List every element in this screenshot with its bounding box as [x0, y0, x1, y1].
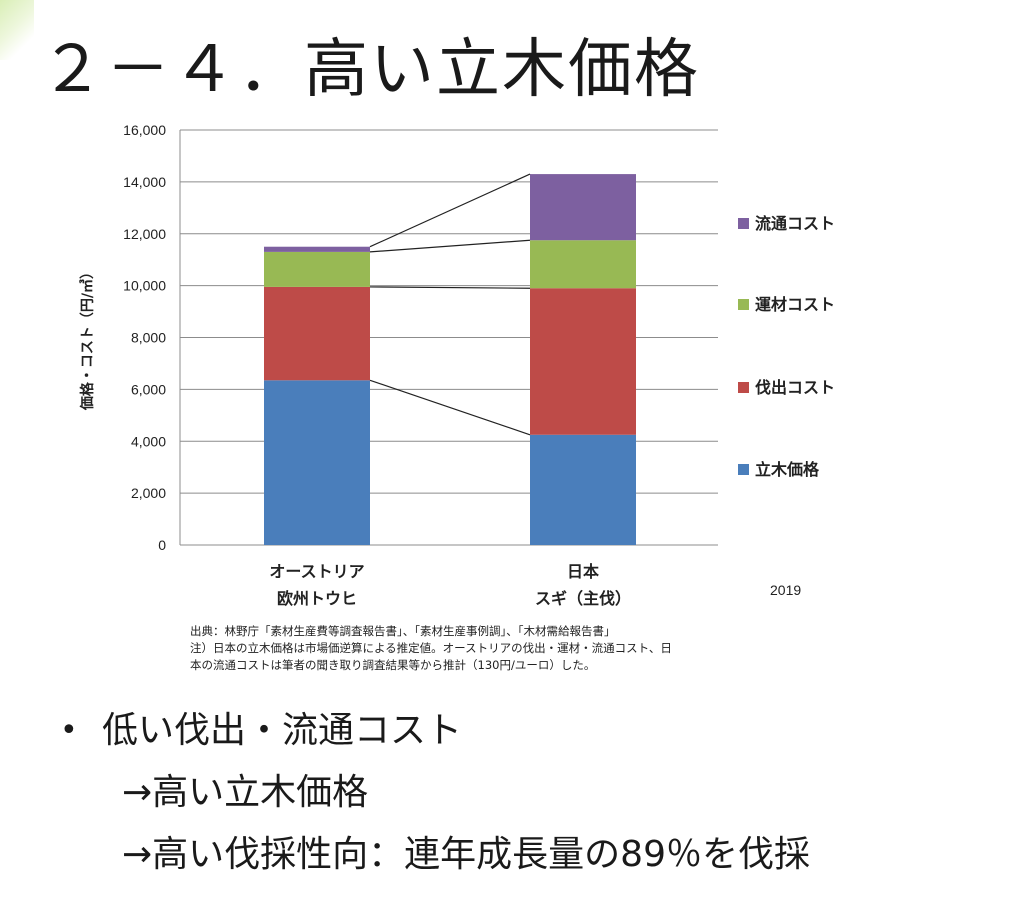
- y-tick-label: 0: [158, 537, 166, 553]
- y-tick-label: 12,000: [123, 226, 166, 242]
- y-tick-label: 2,000: [131, 485, 166, 501]
- y-tick-label: 14,000: [123, 174, 166, 190]
- bar-segment: [264, 251, 370, 287]
- x-category-label: スギ（主伐）: [535, 589, 631, 608]
- bar-segment: [264, 380, 370, 545]
- legend-label: 運材コスト: [755, 295, 835, 314]
- year-annotation: 2019: [770, 582, 801, 598]
- source-note: 出典：林野庁「素材生産費等調査報告書」、「素材生産事例調」、「木材需給報告書」 …: [190, 623, 750, 674]
- connector-line: [369, 379, 531, 436]
- y-tick-label: 6,000: [131, 381, 166, 397]
- legend-label: 流通コスト: [755, 214, 835, 233]
- source-note-line: 注）日本の立木価格は市場価逆算による推定値。オーストリアの伐出・運材・流通コスト…: [190, 641, 672, 655]
- chart-panel: 0 2,000 4,000 6,000 8,000 10,000 12,000 14,000 1…: [70, 108, 900, 688]
- legend-swatch: [738, 299, 749, 310]
- y-tick-label: 10,000: [123, 278, 166, 294]
- y-tick-label: 4,000: [131, 433, 166, 449]
- source-note-line: 本の流通コストは筆者の聞き取り調査結果等から推計（130円/ユーロ）した。: [190, 658, 596, 672]
- legend-swatch: [738, 218, 749, 229]
- bar-segment: [530, 434, 636, 545]
- x-category-label: 欧州トウヒ: [277, 589, 357, 608]
- bullet-dot: •: [60, 713, 78, 748]
- bar-segment: [264, 246, 370, 252]
- bullet-text: 低い伐出・流通コスト: [102, 710, 463, 751]
- legend-swatch: [738, 382, 749, 393]
- x-category-label: 日本: [567, 562, 599, 581]
- bar-segment: [530, 240, 636, 289]
- connector-line: [369, 173, 531, 248]
- y-axis-label: 価格・コスト（円/㎥）: [79, 265, 96, 411]
- slide-title: ２－４．高い立木価格: [40, 33, 700, 107]
- sub-bullet: →高い伐採性向：連年成長量の89％を伐採: [122, 834, 810, 875]
- y-tick-label: 16,000: [123, 122, 166, 138]
- source-note-line: 出典：林野庁「素材生産費等調査報告書」、「素材生産事例調」、「木材需給報告書」: [190, 624, 616, 638]
- connector-line: [369, 239, 531, 253]
- sub-bullet: →高い立木価格: [122, 772, 369, 813]
- legend-label: 立木価格: [755, 460, 820, 479]
- bar-segment: [264, 286, 370, 381]
- bullet-item: • 低い伐出・流通コスト: [60, 700, 810, 762]
- bar-segment: [530, 288, 636, 435]
- x-category-label: オーストリア: [269, 562, 364, 581]
- legend-swatch: [738, 464, 749, 475]
- y-tick-label: 8,000: [131, 330, 166, 346]
- bullet-list: • 低い伐出・流通コスト →高い立木価格 →高い伐採性向：連年成長量の89％を伐採: [60, 700, 810, 886]
- bar-segment: [530, 174, 636, 241]
- corner-decoration: [0, 0, 34, 60]
- stacked-bar-chart: 0 2,000 4,000 6,000 8,000 10,000 12,000 14,000 1…: [79, 122, 835, 608]
- connector-line: [369, 286, 531, 289]
- legend-label: 伐出コスト: [755, 378, 835, 397]
